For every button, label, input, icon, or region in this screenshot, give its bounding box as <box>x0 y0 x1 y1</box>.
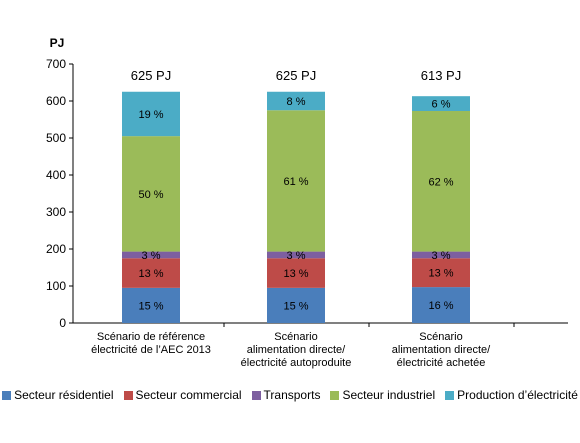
y-tick-label: 100 <box>46 279 66 293</box>
total-label: 613 PJ <box>421 68 461 83</box>
legend-item: Secteur résidentiel <box>2 388 114 402</box>
bar-segment <box>122 91 180 137</box>
legend-swatch <box>251 390 261 400</box>
category-label: Scénario de référence <box>97 331 205 343</box>
y-tick-label: 400 <box>46 168 66 182</box>
data-label: 13 % <box>428 268 453 280</box>
category-label: alimentation directe/ <box>392 344 491 356</box>
data-label: 15 % <box>138 300 163 312</box>
category-label: électricité achetée <box>397 357 486 369</box>
bar-segment <box>267 91 325 111</box>
data-label: 61 % <box>283 176 308 188</box>
legend-item: Transports <box>251 388 321 402</box>
y-tick-label: 300 <box>46 205 66 219</box>
data-label: 3 % <box>142 250 161 262</box>
bar-segment <box>122 251 180 259</box>
data-label: 50 % <box>138 189 163 201</box>
data-label: 3 % <box>287 250 306 262</box>
data-label: 16 % <box>428 300 453 312</box>
data-label: 3 % <box>432 250 451 262</box>
bars <box>122 91 470 323</box>
bar-segment <box>122 287 180 323</box>
legend-label: Production d’électricité <box>457 388 578 402</box>
legend-label: Secteur industriel <box>342 388 436 402</box>
category-label: électricité de l’AEC 2013 <box>91 344 211 356</box>
category-label: électricité autoproduite <box>241 357 352 369</box>
data-label: 62 % <box>428 176 453 188</box>
legend-swatch <box>330 390 340 400</box>
bar-segment <box>412 110 470 252</box>
y-tick-label: 600 <box>46 94 66 108</box>
data-label: 13 % <box>138 268 163 280</box>
legend-label: Secteur commercial <box>135 388 242 402</box>
legend-item: Secteur industriel <box>330 388 435 402</box>
y-tick-label: 0 <box>59 316 66 330</box>
data-label: 19 % <box>138 109 163 121</box>
legend-label: Secteur résidentiel <box>14 388 114 402</box>
legend-item: Secteur commercial <box>123 388 242 402</box>
legend-swatch <box>2 390 12 400</box>
y-tick-label: 500 <box>46 131 66 145</box>
y-tick-label: 700 <box>46 57 66 71</box>
legend-swatch <box>445 390 455 400</box>
bar-segment <box>122 136 180 252</box>
legend-label: Transports <box>263 388 321 402</box>
y-tick-label: 200 <box>46 242 66 256</box>
stacked-bar-chart: PJ 0 100 200 300 400 500 600 700 15 % 13 % 3 % 50 … <box>46 36 568 369</box>
bar-segment <box>412 287 470 323</box>
category-label: alimentation directe/ <box>247 344 346 356</box>
legend: Secteur résidentiel Secteur commercial Tra… <box>0 388 580 402</box>
data-label: 8 % <box>287 96 306 108</box>
bar-segment <box>412 96 470 111</box>
bar-segment <box>412 251 470 259</box>
total-label: 625 PJ <box>131 68 171 83</box>
legend-swatch <box>123 390 133 400</box>
labels: 15 % 13 % 3 % 50 % 19 % 625 PJ Scénario de réf… <box>91 68 491 369</box>
data-label: 15 % <box>283 300 308 312</box>
bar-segment <box>267 258 325 288</box>
category-label: Scénario <box>274 331 317 343</box>
data-label: 6 % <box>432 99 451 111</box>
bar-segment <box>412 258 470 288</box>
total-label: 625 PJ <box>276 68 316 83</box>
data-label: 13 % <box>283 268 308 280</box>
legend-item: Production d’électricité <box>445 388 578 402</box>
bar-segment <box>122 258 180 288</box>
y-axis-label: PJ <box>50 36 65 50</box>
category-label: Scénario <box>419 331 462 343</box>
bar-segment <box>267 110 325 252</box>
bar-segment <box>267 287 325 323</box>
bar-segment <box>267 251 325 259</box>
